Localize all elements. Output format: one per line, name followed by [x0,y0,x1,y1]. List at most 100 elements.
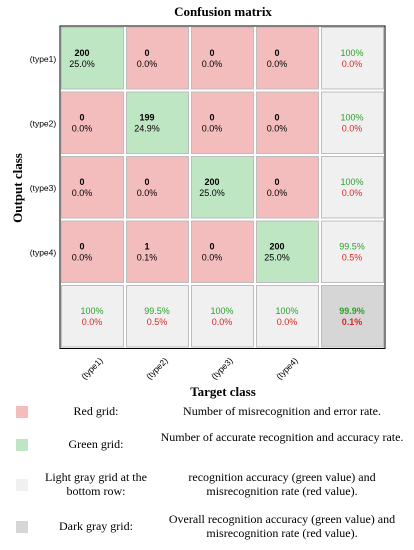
cell-count: 0 [144,48,149,58]
cell-count: 0 [274,177,279,187]
legend-label: Red grid: [73,404,119,418]
row-label: (type4) [30,248,57,258]
cell-count: 0 [144,177,149,187]
column-error: 0.0% [277,317,298,327]
cell-percent: 0.0% [72,124,93,134]
row-summary-cell [321,91,384,154]
row-error: 0.5% [342,253,363,263]
row-accuracy: 100% [340,177,363,187]
cell-count: 0 [79,177,84,187]
legend-row-green: Green grid: Number of accurate recogniti… [0,430,414,460]
column-accuracy: 100% [210,306,233,316]
legend-row-red: Red grid: Number of misrecognition and e… [0,404,414,420]
cell-percent: 0.0% [202,253,223,263]
row-error: 0.0% [342,124,363,134]
cell-count: 200 [269,242,284,252]
cell-count: 0 [209,48,214,58]
error-cell [256,27,319,90]
cell-percent: 0.0% [267,124,288,134]
error-cell [126,27,189,90]
column-summary-cell [256,285,319,348]
legend-label: Green grid: [68,437,124,451]
legend-label: Light gray grid at the bottom row: [45,470,147,498]
legend-swatch-green [16,439,28,451]
column-accuracy: 99.5% [144,306,170,316]
error-cell [191,27,254,90]
legend-label: Dark gray grid: [59,519,133,533]
chart-title: Confusion matrix [174,4,272,19]
column-summary-cell [191,285,254,348]
row-summary-cell [321,156,384,219]
correct-cell [61,27,124,90]
cell-percent: 25.0% [264,253,290,263]
legend-row-light-gray: Light gray grid at the bottom row: recog… [0,470,414,500]
cell-count: 0 [274,48,279,58]
row-accuracy: 99.5% [339,242,365,252]
row-accuracy: 100% [340,113,363,123]
column-accuracy: 100% [80,306,103,316]
legend-swatch-light-gray [16,479,28,491]
error-cell [256,91,319,154]
error-cell [191,220,254,283]
error-cell [61,220,124,283]
cell-count: 0 [209,113,214,123]
column-accuracy: 100% [275,306,298,316]
cell-count: 199 [139,113,154,123]
error-cell [126,220,189,283]
legend-swatch-red [16,406,28,418]
column-error: 0.0% [212,317,233,327]
error-cell [191,91,254,154]
column-summary-cell [61,285,124,348]
y-axis-label: Output class [10,153,25,223]
cell-percent: 25.0% [69,59,95,69]
cell-count: 0 [79,242,84,252]
cell-percent: 0.0% [202,59,223,69]
cell-count: 0 [79,113,84,123]
cell-count: 0 [209,242,214,252]
row-accuracy: 100% [340,48,363,58]
correct-cell [256,220,319,283]
cell-count: 1 [144,242,149,252]
cell-count: 0 [274,113,279,123]
error-cell [256,156,319,219]
cell-percent: 0.0% [72,253,93,263]
cell-percent: 0.0% [267,188,288,198]
row-label: (type2) [30,119,57,129]
row-summary-cell [321,220,384,283]
column-label: (type2) [144,355,170,381]
error-cell [61,91,124,154]
row-summary-cell [321,27,384,90]
error-cell [126,156,189,219]
legend-description: Number of misrecognition and error rate. [183,404,381,418]
column-label: (type4) [274,355,300,381]
column-label: (type1) [79,355,105,381]
matrix-frame [59,25,386,349]
cell-percent: 0.0% [202,124,223,134]
cell-percent: 24.9% [134,124,160,134]
row-label: (type1) [30,54,57,64]
column-summary-cell [126,285,189,348]
column-error: 0.5% [147,317,168,327]
cell-percent: 0.1% [137,253,158,263]
cell-percent: 25.0% [199,188,225,198]
legend-description: Number of accurate recognition and accur… [160,430,404,444]
column-label: (type3) [209,355,235,381]
row-error: 0.0% [342,188,363,198]
cell-count: 200 [204,177,219,187]
cell-percent: 0.0% [137,188,158,198]
legend-description: Overall recognition accuracy (green valu… [168,512,396,540]
legend-row-dark-gray: Dark gray grid: Overall recognition accu… [0,512,414,542]
cell-percent: 0.0% [72,188,93,198]
overall-cell [321,285,384,348]
correct-cell [126,91,189,154]
confusion-matrix: 20025.0%00.0%00.0%00.0%100%0.0%(type1)00… [30,25,386,381]
legend-swatch-dark-gray [16,521,28,533]
cell-count: 200 [74,48,89,58]
row-label: (type3) [30,183,57,193]
row-error: 0.0% [342,59,363,69]
overall-accuracy: 99.9% [339,306,365,316]
cell-percent: 0.0% [137,59,158,69]
column-error: 0.0% [82,317,103,327]
error-cell [61,156,124,219]
legend-description: recognition accuracy (green value) and m… [188,470,376,498]
